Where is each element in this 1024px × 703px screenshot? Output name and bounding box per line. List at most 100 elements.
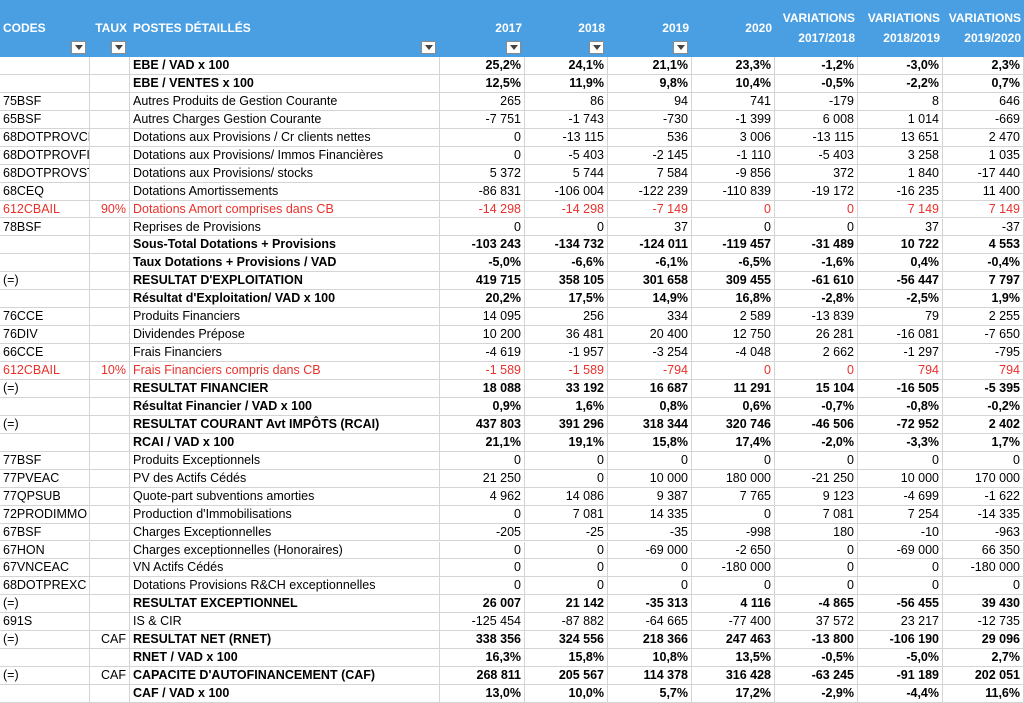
value-cell: 180 000 — [692, 469, 775, 488]
value-cell: 0 — [608, 577, 692, 596]
value-cell: -9 856 — [692, 164, 775, 183]
value-cell: -110 839 — [692, 182, 775, 201]
filter-button[interactable] — [71, 41, 86, 54]
value-cell: 0 — [858, 577, 943, 596]
value-cell: -91 189 — [858, 667, 943, 686]
label-cell: CAPACITE D'AUTOFINANCEMENT (CAF) — [130, 667, 440, 686]
value-cell: -17 440 — [943, 164, 1024, 183]
value-cell: -46 506 — [775, 415, 858, 434]
column-header: 2020 — [692, 0, 775, 57]
value-cell: 0 — [525, 577, 608, 596]
value-cell: -14 298 — [525, 200, 608, 219]
value-cell: 37 572 — [775, 613, 858, 632]
value-cell: -37 — [943, 218, 1024, 237]
value-cell: 0 — [775, 218, 858, 237]
value-cell: -14 335 — [943, 505, 1024, 524]
value-cell: 5,7% — [608, 685, 692, 703]
value-cell: 324 556 — [525, 631, 608, 650]
value-cell: 11 291 — [692, 380, 775, 398]
table-row: 68CEQ Dotations Amortissements -86 831 -106… — [0, 182, 1024, 201]
value-cell: 15 104 — [775, 380, 858, 398]
value-cell: 10 200 — [440, 326, 525, 345]
value-cell: 301 658 — [608, 272, 692, 291]
value-cell: -19 172 — [775, 182, 858, 201]
value-cell: 0 — [440, 218, 525, 237]
code-cell — [90, 344, 130, 363]
value-cell: 9 387 — [608, 487, 692, 506]
value-cell: -1 297 — [858, 344, 943, 363]
value-cell: 0,7% — [943, 74, 1024, 93]
value-cell: 256 — [525, 308, 608, 327]
label-cell: Charges Exceptionnelles — [130, 523, 440, 542]
filter-button[interactable] — [421, 41, 436, 54]
value-cell: -1 957 — [525, 344, 608, 363]
code-cell: 77QPSUB — [0, 487, 90, 506]
value-cell: -4 699 — [858, 487, 943, 506]
filter-button[interactable] — [111, 41, 126, 54]
value-cell: 13,0% — [440, 685, 525, 703]
value-cell: 26 281 — [775, 326, 858, 345]
column-header-text: 2020 — [745, 21, 772, 35]
code-cell — [0, 397, 90, 416]
value-cell: 14 086 — [525, 487, 608, 506]
value-cell: -31 489 — [775, 236, 858, 255]
code-cell: 10% — [90, 362, 130, 380]
value-cell: 358 105 — [525, 272, 608, 291]
value-cell: 33 192 — [525, 380, 608, 398]
value-cell: 202 051 — [943, 667, 1024, 686]
value-cell: -0,5% — [775, 74, 858, 93]
value-cell: -119 457 — [692, 236, 775, 255]
value-cell: -4,4% — [858, 685, 943, 703]
table-row: 78BSF Reprises de Provisions 0 0 37 0 0 37 -37 — [0, 218, 1024, 237]
code-cell: 68DOTPROVCLI — [0, 128, 90, 147]
column-header-text: VARIATIONS 2019/2020 — [948, 11, 1021, 45]
table-row: EBE / VAD x 100 25,2% 24,1% 21,1% 23,3% -1,2%… — [0, 57, 1024, 75]
value-cell: -4 865 — [775, 595, 858, 614]
code-cell — [90, 577, 130, 596]
table-row: 68DOTPROVCLI Dotations aux Provisions / C… — [0, 128, 1024, 147]
value-cell: 1,7% — [943, 433, 1024, 452]
code-cell — [0, 290, 90, 309]
table-row: 67BSF Charges Exceptionnelles -205 -25 -35 -9… — [0, 523, 1024, 542]
value-cell: -1 110 — [692, 146, 775, 165]
code-cell: 67BSF — [0, 523, 90, 542]
value-cell: 7 081 — [775, 505, 858, 524]
value-cell: -1 589 — [440, 362, 525, 380]
value-cell: 15,8% — [608, 433, 692, 452]
value-cell: -12 735 — [943, 613, 1024, 632]
value-cell: 646 — [943, 92, 1024, 111]
column-header-text: CODES — [3, 21, 46, 35]
value-cell: 9 123 — [775, 487, 858, 506]
code-cell: 77PVEAC — [0, 469, 90, 488]
table-row: RNET / VAD x 100 16,3% 15,8% 10,8% 13,5% -0,5… — [0, 649, 1024, 668]
value-cell: 5 372 — [440, 164, 525, 183]
value-cell: 316 428 — [692, 667, 775, 686]
value-cell: -106 190 — [858, 631, 943, 650]
code-cell — [90, 559, 130, 578]
table-row: Sous-Total Dotations + Provisions -103 24… — [0, 236, 1024, 255]
value-cell: 9,8% — [608, 74, 692, 93]
filter-button[interactable] — [673, 41, 688, 54]
table-row: 67VNCEAC VN Actifs Cédés 0 0 0 -180 000 0 0 -180… — [0, 559, 1024, 578]
value-cell: 0 — [775, 362, 858, 380]
value-cell: 11,6% — [943, 685, 1024, 703]
filter-button[interactable] — [506, 41, 521, 54]
table-row: 77BSF Produits Exceptionnels 0 0 0 0 0 0 0 — [0, 451, 1024, 470]
filter-button[interactable] — [589, 41, 604, 54]
value-cell: 0 — [525, 469, 608, 488]
value-cell: 21,1% — [608, 57, 692, 75]
table-row: (=) RESULTAT D'EXPLOITATION 419 715 358 105… — [0, 272, 1024, 291]
code-cell — [90, 74, 130, 93]
value-cell: 7 081 — [525, 505, 608, 524]
label-cell: Dividendes Prépose — [130, 326, 440, 345]
value-cell: -1,2% — [775, 57, 858, 75]
value-cell: 7 254 — [858, 505, 943, 524]
value-cell: 0 — [775, 200, 858, 219]
value-cell: 437 803 — [440, 415, 525, 434]
label-cell: Dotations aux Provisions / Cr clients ne… — [130, 128, 440, 147]
label-cell: Dotations aux Provisions/ stocks — [130, 164, 440, 183]
table-row: 68DOTPROVST Dotations aux Provisions/ sto… — [0, 164, 1024, 183]
label-cell: RCAI / VAD x 100 — [130, 433, 440, 452]
value-cell: -4 619 — [440, 344, 525, 363]
code-cell — [90, 487, 130, 506]
